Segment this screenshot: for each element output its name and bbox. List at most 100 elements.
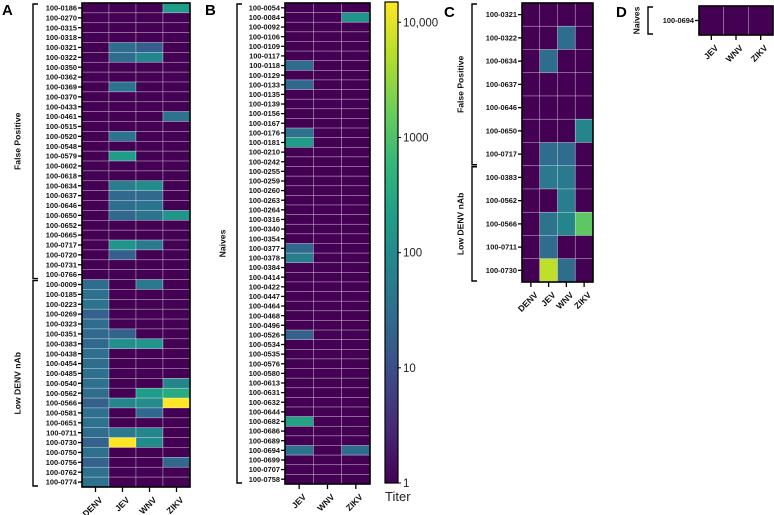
row-label: 100-0637 (486, 80, 517, 89)
heatmap-cell (162, 259, 191, 270)
heatmap-cell (313, 108, 342, 119)
heatmap-cell (162, 387, 191, 399)
heatmap-cell (108, 328, 137, 340)
heatmap-cell (135, 358, 164, 369)
group-bracket (471, 166, 477, 282)
heatmap-cell (341, 156, 371, 167)
heatmap-cell (284, 252, 314, 264)
row-label: 100-0129 (249, 71, 280, 80)
heatmap-cell (81, 101, 110, 112)
heatmap-cell (81, 387, 110, 399)
heatmap-cell (81, 348, 110, 359)
heatmap-cell (162, 358, 191, 369)
heatmap-cell (81, 259, 110, 270)
row-label: 100-0106 (249, 32, 280, 41)
heatmap-cell (135, 387, 164, 399)
heatmap-cell (81, 466, 110, 478)
column-label: JEV (290, 492, 309, 511)
heatmap-cell (162, 140, 191, 152)
heatmap-cell (81, 358, 110, 369)
heatmap-cell (108, 229, 137, 241)
heatmap-cell (748, 5, 774, 36)
heatmap-cell (284, 175, 314, 187)
heatmap-cell (162, 368, 191, 379)
colorbar-tick-label: 100 (403, 248, 422, 260)
row-label: 100-0665 (46, 231, 77, 240)
heatmap-cell (108, 170, 137, 182)
heatmap-cell (108, 190, 137, 201)
heatmap-cell (135, 269, 164, 280)
heatmap-cell (108, 417, 137, 429)
heatmap-cell (313, 89, 342, 100)
heatmap-cell (557, 49, 576, 74)
heatmap-cell (521, 2, 541, 27)
heatmap-cell (341, 272, 371, 283)
group-bracket (32, 3, 38, 280)
heatmap-cell (81, 210, 110, 221)
heatmap-cell (341, 425, 371, 437)
heatmap-cell (341, 175, 371, 187)
colorbar-tick-label: 1000 (403, 132, 429, 144)
row-label: 100-0109 (249, 42, 280, 51)
heatmap-cell (313, 406, 342, 417)
heatmap-cell (284, 137, 314, 148)
heatmap-cell (313, 214, 342, 225)
heatmap-cell (284, 387, 314, 398)
heatmap-cell (81, 91, 110, 103)
heatmap-cell (108, 220, 137, 231)
heatmap-cell (341, 137, 371, 148)
heatmap-cell (162, 397, 191, 409)
heatmap-cell (81, 229, 110, 241)
row-label: 100-0535 (249, 350, 280, 359)
heatmap-cell (539, 258, 558, 283)
column-label: ZIKV (749, 43, 770, 64)
heatmap-cell (521, 118, 541, 143)
heatmap-cell (81, 427, 110, 438)
heatmap-cell (284, 464, 314, 475)
heatmap-cell (313, 252, 342, 264)
column-label: WNV (724, 43, 745, 64)
heatmap-cell (135, 52, 164, 63)
heatmap-cell (284, 425, 314, 437)
heatmap-cell (341, 474, 371, 485)
heatmap-cell (162, 308, 191, 320)
heatmap-cell (284, 262, 314, 273)
heatmap-cell (135, 229, 164, 241)
heatmap-cell (313, 387, 342, 398)
heatmap-cell (81, 279, 110, 290)
heatmap-cell (162, 160, 191, 172)
heatmap-cell (135, 457, 164, 468)
heatmap-cell (81, 12, 110, 24)
heatmap-cell (341, 435, 371, 446)
heatmap-cell (135, 71, 164, 83)
heatmap-cell (81, 397, 110, 409)
heatmap-cell (284, 79, 314, 90)
heatmap-cell (162, 447, 191, 458)
heatmap-cell (521, 95, 541, 120)
heatmap-cell (81, 2, 110, 14)
row-label: 100-0454 (46, 359, 78, 368)
heatmap-cell (135, 220, 164, 231)
row-label: 100-0242 (249, 157, 280, 166)
heatmap-cell (341, 79, 371, 90)
heatmap-cell (341, 108, 371, 119)
row-label: 100-0576 (249, 359, 280, 368)
colorbar-tick-label: 1 (403, 478, 409, 490)
heatmap-cell (162, 190, 191, 201)
heatmap-cell (284, 339, 314, 350)
heatmap-cell (162, 61, 191, 73)
heatmap-cell (284, 166, 314, 177)
heatmap-cell (81, 318, 110, 330)
row-label: 100-0579 (46, 152, 77, 161)
row-label: 100-0433 (46, 102, 77, 111)
heatmap-cell (284, 98, 314, 110)
heatmap-cell (341, 310, 371, 321)
heatmap-cell (313, 70, 342, 81)
heatmap-cell (284, 118, 314, 129)
heatmap-cell (313, 425, 342, 437)
heatmap-cell (284, 60, 314, 71)
heatmap-cell (341, 195, 371, 206)
heatmap-cell (539, 95, 558, 120)
row-label: 100-0515 (46, 122, 77, 131)
heatmap-cell (162, 299, 191, 310)
